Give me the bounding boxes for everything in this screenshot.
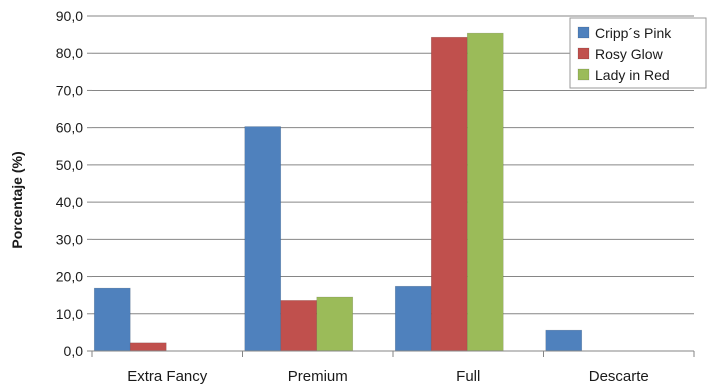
y-tick-label: 70,0 xyxy=(56,82,83,98)
bars xyxy=(93,32,583,352)
y-tick-label: 0,0 xyxy=(64,343,84,359)
gridlines xyxy=(92,15,694,315)
y-tick-label: 10,0 xyxy=(56,306,83,322)
bar xyxy=(129,342,167,352)
legend-label: Rosy Glow xyxy=(595,46,664,62)
y-tick-label: 20,0 xyxy=(56,269,83,285)
y-tick-label: 90,0 xyxy=(56,8,83,24)
y-tick-label: 80,0 xyxy=(56,45,83,61)
x-axis-categories: Extra Fancy Premium Full Descarte xyxy=(127,368,649,385)
legend-label: Cripp´s Pink xyxy=(595,25,672,41)
legend-swatch xyxy=(577,26,590,39)
legend-swatch xyxy=(577,47,590,60)
bar xyxy=(280,300,318,352)
y-axis-ticks: 0,0 10,0 20,0 30,0 40,0 50,0 60,0 70,0 80,0 90,0 xyxy=(56,8,92,359)
x-category-label: Premium xyxy=(288,368,348,385)
legend: Cripp´s Pink Rosy Glow Lady in Red xyxy=(569,17,707,89)
legend-swatch xyxy=(577,68,590,81)
y-axis-label: Porcentaje (%) xyxy=(9,151,25,248)
x-category-label: Descarte xyxy=(589,368,649,385)
bar xyxy=(244,126,282,352)
legend-label: Lady in Red xyxy=(595,67,670,83)
bar xyxy=(466,32,504,352)
bar xyxy=(394,285,432,352)
x-axis-ticks xyxy=(91,351,695,357)
y-tick-label: 40,0 xyxy=(56,194,83,210)
bar xyxy=(545,329,583,352)
bar xyxy=(316,296,354,352)
x-category-label: Extra Fancy xyxy=(127,368,208,385)
y-tick-label: 60,0 xyxy=(56,120,83,136)
y-tick-label: 30,0 xyxy=(56,231,83,247)
x-category-label: Full xyxy=(456,368,480,385)
bar xyxy=(430,36,468,352)
y-tick-label: 50,0 xyxy=(56,157,83,173)
bar xyxy=(93,287,131,352)
legend-box xyxy=(569,17,707,89)
